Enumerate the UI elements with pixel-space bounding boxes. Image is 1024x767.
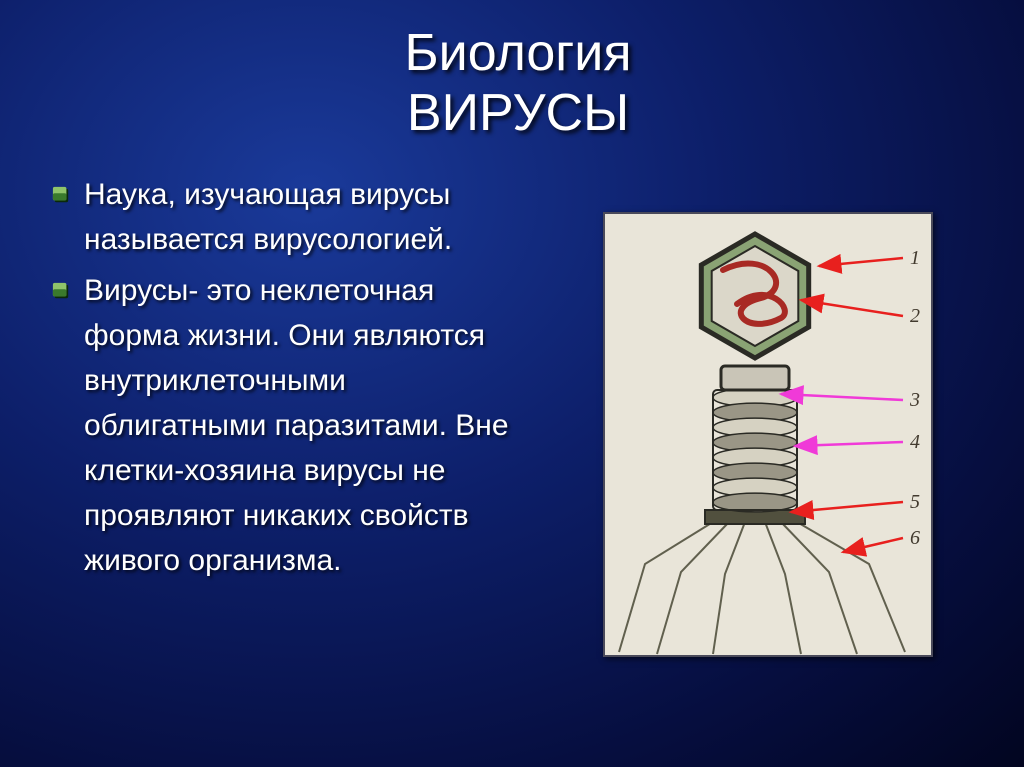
title-line-1: Биология: [405, 24, 632, 82]
slide: Биология ВИРУСЫ Наука, изучающая вирусы …: [0, 0, 1024, 767]
diagram-svg: 1 2 3 4 5 6: [605, 214, 935, 659]
title-line-2: ВИРУСЫ: [407, 84, 629, 142]
slide-title: Биология ВИРУСЫ: [52, 24, 984, 144]
bullet-text: Наука, изучающая вирусы называется вирус…: [84, 172, 532, 262]
svg-text:2: 2: [910, 305, 920, 327]
svg-text:5: 5: [910, 491, 920, 513]
bullet-item: Наука, изучающая вирусы называется вирус…: [52, 172, 532, 262]
bullet-icon: [52, 186, 70, 204]
bullet-item: Вирусы- это неклеточная форма жизни. Они…: [52, 268, 532, 583]
svg-text:1: 1: [910, 247, 920, 269]
content-row: Наука, изучающая вирусы называется вирус…: [52, 172, 984, 657]
svg-text:4: 4: [910, 431, 920, 453]
svg-text:6: 6: [910, 527, 920, 549]
image-column: 1 2 3 4 5 6: [552, 172, 984, 657]
bullet-text: Вирусы- это неклеточная форма жизни. Они…: [84, 268, 532, 583]
bacteriophage-diagram: 1 2 3 4 5 6: [603, 212, 933, 657]
svg-text:3: 3: [909, 389, 920, 411]
bullet-icon: [52, 282, 70, 300]
text-column: Наука, изучающая вирусы называется вирус…: [52, 172, 532, 657]
